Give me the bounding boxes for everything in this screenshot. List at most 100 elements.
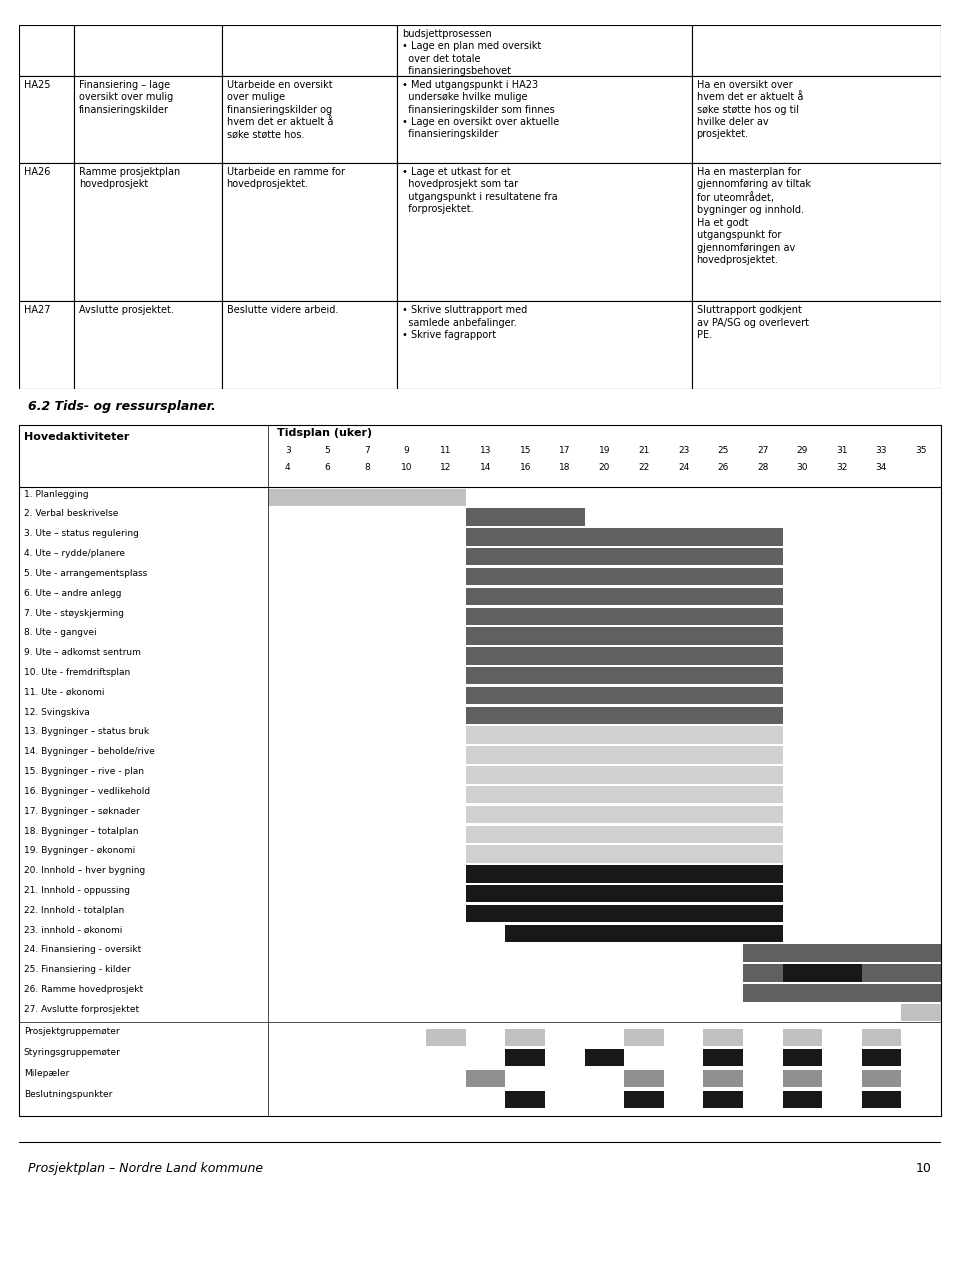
Text: 10. Ute - fremdriftsplan: 10. Ute - fremdriftsplan <box>24 668 130 676</box>
Bar <box>692 76 941 163</box>
Bar <box>466 568 782 586</box>
Bar <box>506 925 782 943</box>
Text: 15: 15 <box>519 445 531 454</box>
Bar <box>426 1029 466 1045</box>
Text: 26: 26 <box>717 463 729 472</box>
Bar <box>222 302 397 389</box>
Text: 27: 27 <box>757 445 768 454</box>
Text: 19. Bygninger - økonomi: 19. Bygninger - økonomi <box>24 847 135 856</box>
Text: 24: 24 <box>678 463 689 472</box>
Bar <box>397 302 692 389</box>
Bar <box>268 488 466 506</box>
Text: 34: 34 <box>876 463 887 472</box>
Bar <box>75 163 222 302</box>
Bar <box>397 76 692 163</box>
Bar <box>624 1029 663 1045</box>
Bar <box>466 905 782 923</box>
Text: 13: 13 <box>480 445 492 454</box>
Text: Tidsplan (uker): Tidsplan (uker) <box>277 429 372 438</box>
Bar <box>466 687 782 704</box>
Bar <box>222 25 397 76</box>
Text: budsjettprosessen
• Lage en plan med oversikt
  over det totale
  finansieringsb: budsjettprosessen • Lage en plan med ove… <box>401 29 540 76</box>
Text: HA25: HA25 <box>24 80 50 90</box>
Bar <box>466 627 782 645</box>
Text: 4: 4 <box>285 463 291 472</box>
Text: 22: 22 <box>638 463 650 472</box>
Bar <box>466 866 782 882</box>
Text: 16: 16 <box>519 463 531 472</box>
Bar <box>704 1029 743 1045</box>
Bar <box>506 1090 545 1108</box>
Text: 30: 30 <box>797 463 808 472</box>
Text: 12: 12 <box>441 463 452 472</box>
Text: Finansiering – lage
oversikt over mulig
finansieringskilder: Finansiering – lage oversikt over mulig … <box>79 80 174 115</box>
Text: Avslutte prosjektet.: Avslutte prosjektet. <box>79 305 174 316</box>
Text: 23. innhold - økonomi: 23. innhold - økonomi <box>24 925 122 935</box>
Bar <box>782 1070 822 1087</box>
Text: Milepæler: Milepæler <box>24 1069 69 1078</box>
Text: • Lage et utkast for et
  hovedprosjekt som tar
  utgangspunkt i resultatene fra: • Lage et utkast for et hovedprosjekt so… <box>401 167 558 215</box>
Text: 10: 10 <box>400 463 412 472</box>
Bar <box>743 944 941 962</box>
Text: 35: 35 <box>915 445 926 454</box>
Bar <box>743 964 941 982</box>
Bar <box>19 76 75 163</box>
Text: 29: 29 <box>797 445 808 454</box>
Bar <box>466 647 782 665</box>
Text: 10: 10 <box>916 1161 931 1175</box>
Text: 9. Ute – adkomst sentrum: 9. Ute – adkomst sentrum <box>24 649 141 658</box>
Bar <box>397 163 692 302</box>
Bar <box>692 163 941 302</box>
Text: 14: 14 <box>480 463 492 472</box>
Text: 5: 5 <box>324 445 330 454</box>
Bar <box>692 302 941 389</box>
Bar <box>75 76 222 163</box>
Bar <box>704 1090 743 1108</box>
Text: 3. Ute – status regulering: 3. Ute – status regulering <box>24 529 138 538</box>
Text: 22. Innhold - totalplan: 22. Innhold - totalplan <box>24 906 124 915</box>
Text: 13. Bygninger – status bruk: 13. Bygninger – status bruk <box>24 727 149 737</box>
Text: 7: 7 <box>364 445 370 454</box>
Bar <box>466 1070 506 1087</box>
Text: Beslutningspunkter: Beslutningspunkter <box>24 1089 112 1099</box>
Text: 7. Ute - støyskjerming: 7. Ute - støyskjerming <box>24 608 124 617</box>
Bar <box>222 76 397 163</box>
Bar <box>466 746 782 764</box>
Bar <box>466 825 782 843</box>
Bar <box>624 1070 663 1087</box>
Bar <box>466 846 782 863</box>
Text: 16. Bygninger – vedlikehold: 16. Bygninger – vedlikehold <box>24 787 150 796</box>
Bar <box>901 1005 941 1021</box>
Text: Styringsgruppemøter: Styringsgruppemøter <box>24 1049 121 1058</box>
Bar <box>782 1049 822 1066</box>
Text: Ha en masterplan for
gjennomføring av tiltak
for uteområdet,
bygninger og innhol: Ha en masterplan for gjennomføring av ti… <box>697 167 810 265</box>
Text: 26. Ramme hovedprosjekt: 26. Ramme hovedprosjekt <box>24 986 143 994</box>
Text: 3: 3 <box>285 445 291 454</box>
Text: 21. Innhold - oppussing: 21. Innhold - oppussing <box>24 886 130 895</box>
Text: 20. Innhold – hver bygning: 20. Innhold – hver bygning <box>24 866 145 875</box>
Bar <box>466 668 782 684</box>
Bar <box>466 529 782 545</box>
Bar <box>506 1049 545 1066</box>
Text: 20: 20 <box>599 463 611 472</box>
Text: 12. Svingskiva: 12. Svingskiva <box>24 708 89 717</box>
Text: 8: 8 <box>364 463 370 472</box>
Bar <box>704 1049 743 1066</box>
Text: 18: 18 <box>559 463 570 472</box>
Bar <box>19 163 75 302</box>
Bar <box>466 707 782 724</box>
Bar <box>704 1070 743 1087</box>
Text: 24. Finansiering - oversikt: 24. Finansiering - oversikt <box>24 945 141 954</box>
Text: 8. Ute - gangvei: 8. Ute - gangvei <box>24 628 96 637</box>
Text: Sluttrapport godkjent
av PA/SG og overlevert
PE.: Sluttrapport godkjent av PA/SG og overle… <box>697 305 808 339</box>
Text: 23: 23 <box>678 445 689 454</box>
Text: 17. Bygninger – søknader: 17. Bygninger – søknader <box>24 806 139 815</box>
Text: Hovedaktiviteter: Hovedaktiviteter <box>24 432 130 442</box>
Bar <box>862 1029 901 1045</box>
Text: Prosjektgruppemøter: Prosjektgruppemøter <box>24 1027 119 1036</box>
Bar <box>862 1070 901 1087</box>
Bar <box>466 509 585 526</box>
Bar <box>466 885 782 902</box>
Text: Utarbeide en oversikt
over mulige
finansieringskilder og
hvem det er aktuelt å
s: Utarbeide en oversikt over mulige finans… <box>227 80 333 139</box>
Bar <box>743 984 941 1002</box>
